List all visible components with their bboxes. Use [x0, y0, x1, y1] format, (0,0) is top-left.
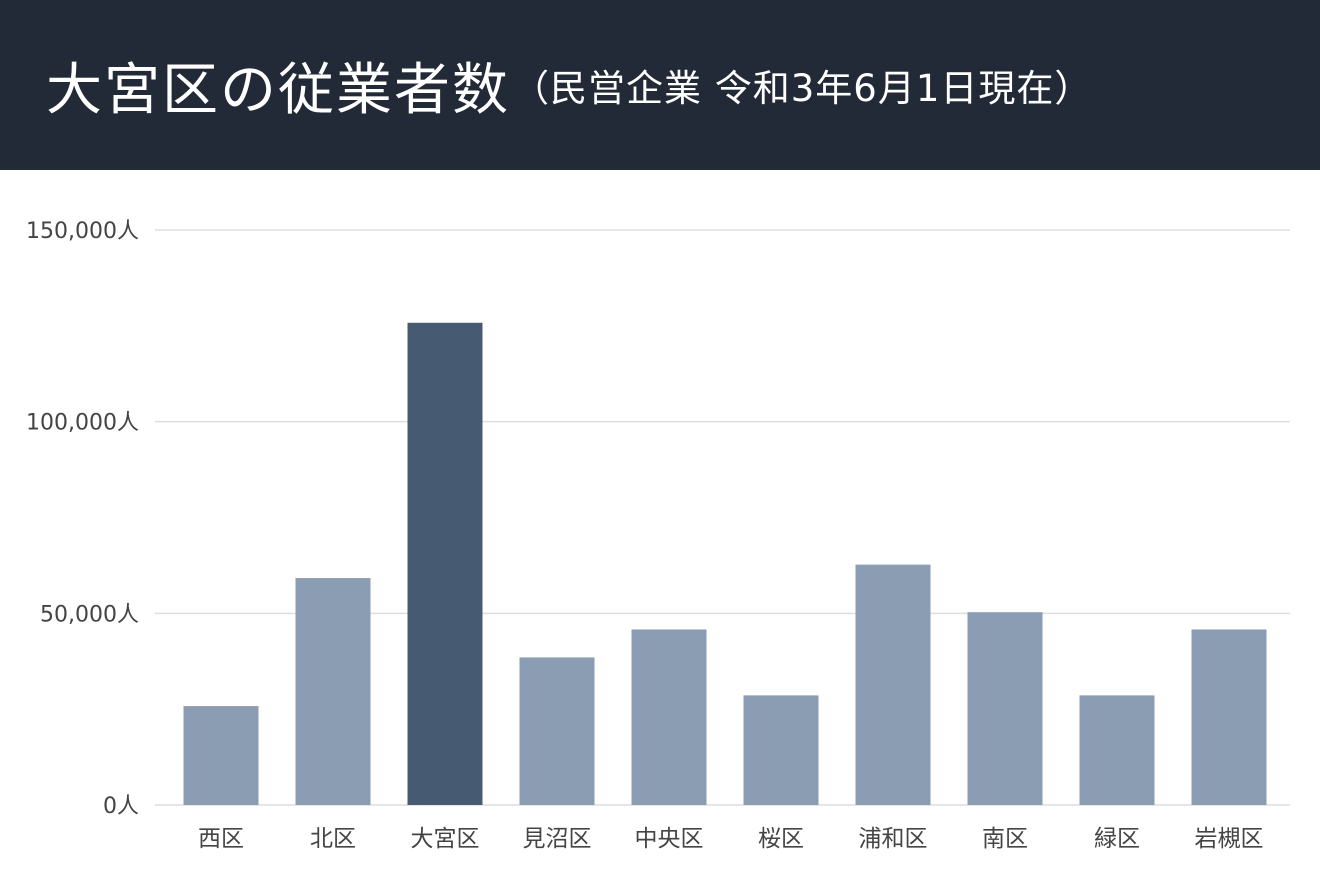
bar	[855, 564, 931, 805]
x-tick-label: 中央区	[635, 826, 704, 852]
x-tick-label: 緑区	[1094, 826, 1140, 852]
bar	[407, 322, 483, 805]
bar	[295, 578, 371, 805]
bar	[631, 629, 707, 805]
x-tick-label: 北区	[310, 826, 356, 852]
bar	[1079, 695, 1155, 805]
x-tick-label: 大宮区	[411, 826, 480, 852]
y-tick-label: 100,000人	[26, 411, 139, 436]
x-tick-label: 浦和区	[859, 826, 928, 852]
x-tick-label: 桜区	[758, 826, 804, 852]
chart-subtitle: （民営企業 令和3年6月1日現在）	[512, 67, 1093, 110]
chart-header: 大宮区の従業者数 （民営企業 令和3年6月1日現在）	[0, 0, 1320, 170]
bar	[743, 695, 819, 805]
bar	[183, 706, 259, 805]
x-tick-label: 西区	[198, 826, 244, 852]
y-tick-label: 0人	[103, 794, 139, 819]
bar	[519, 657, 595, 805]
x-tick-label: 見沼区	[523, 826, 592, 852]
bar	[1191, 629, 1267, 805]
x-tick-label: 岩槻区	[1195, 826, 1264, 852]
y-tick-label: 50,000人	[40, 602, 139, 627]
bar	[967, 612, 1043, 805]
chart-title: 大宮区の従業者数	[46, 57, 510, 123]
x-tick-label: 南区	[982, 826, 1028, 852]
y-tick-label: 150,000人	[26, 219, 139, 244]
